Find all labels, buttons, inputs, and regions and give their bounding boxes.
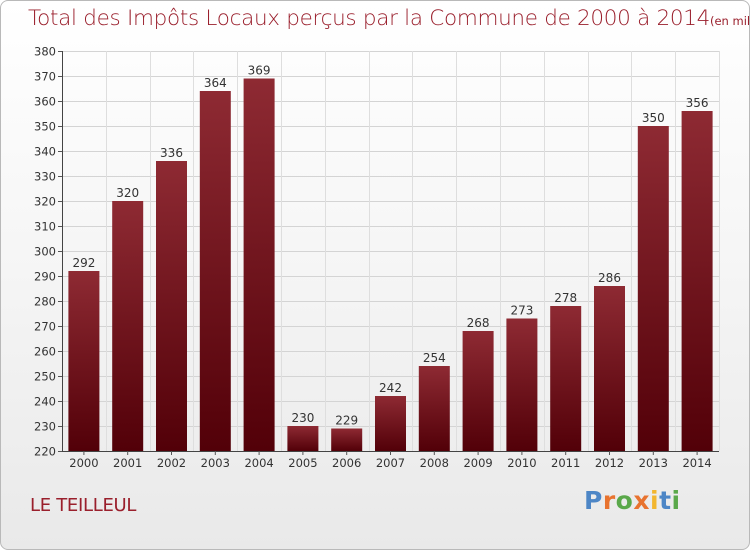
bar-2012 [594,286,625,451]
data-label: 229 [335,414,358,428]
data-label: 286 [598,271,621,285]
logo-letter: i [671,486,681,515]
bar-2004 [243,78,275,451]
bar-2005 [287,426,319,451]
title-unit: (en milliers d'€) [710,14,750,28]
y-tick-label: 310 [34,220,56,234]
x-tick-label: 2009 [463,456,492,470]
logo-letter: P [584,486,603,515]
data-label: 254 [423,351,446,365]
data-label: 273 [510,304,533,318]
y-tick-label: 330 [34,170,56,184]
bar-2010 [506,318,538,451]
chart-title: Total des Impôts Locaux perçus par la Co… [28,6,750,31]
y-tick-labels: 220 230 240 250 260 270 280 290 300 310 320 330 340 3… [34,45,56,459]
logo-letter: r [602,486,616,515]
y-tick-label: 250 [34,370,56,384]
data-label: 230 [291,411,314,425]
y-tick-label: 220 [34,445,56,459]
bar-2002 [156,161,187,451]
data-label: 356 [686,96,709,110]
x-tick-label: 2002 [157,456,186,470]
x-tick-label: 2000 [69,456,98,470]
x-tick-label: 2010 [507,456,536,470]
title-text: Total des Impôts Locaux perçus par la Co… [28,6,710,31]
commune-name: LE TEILLEUL [30,495,137,516]
bar-2011 [550,306,582,451]
bar-2009 [462,331,494,451]
x-tick-label: 2004 [244,456,273,470]
bars [68,78,713,451]
data-label: 350 [642,111,665,125]
x-tick-label: 2001 [113,456,142,470]
y-tick-label: 300 [34,245,56,259]
x-tick-label: 2007 [376,456,405,470]
y-tick-label: 360 [34,95,56,109]
data-label: 292 [72,256,95,270]
y-tick-label: 240 [34,395,56,409]
x-tick-label: 2003 [201,456,230,470]
logo-letter: x [633,486,650,515]
data-label: 364 [204,76,227,90]
logo-letter: i [650,486,660,515]
y-tick-label: 290 [34,270,56,284]
x-tick-label: 2008 [420,456,449,470]
x-tick-label: 2005 [288,456,317,470]
x-tick-label: 2012 [595,456,624,470]
data-label: 268 [467,316,490,330]
data-label: 242 [379,381,402,395]
data-label: 369 [248,64,271,78]
bar-2014 [681,111,713,451]
bar-2001 [112,201,144,451]
logo-letter: o [615,486,634,515]
bar-2003 [199,91,231,451]
data-label: 336 [160,146,183,160]
x-tick-label: 2011 [551,456,580,470]
y-tick-label: 260 [34,345,56,359]
y-tick-label: 350 [34,120,56,134]
x-tick-label: 2006 [332,456,361,470]
axes [58,51,719,455]
data-labels: 292 320 336 364 369 230 229 242 254 268 273 278 286 3… [72,64,708,428]
logo-letter: t [659,486,672,515]
y-tick-label: 280 [34,295,56,309]
y-tick-label: 320 [34,195,56,209]
bar-2006 [331,428,363,451]
data-label: 320 [116,186,139,200]
proxiti-logo: Proxiti [584,486,681,515]
y-tick-label: 340 [34,145,56,159]
bar-2013 [637,126,669,451]
x-tick-label: 2014 [682,456,711,470]
y-tick-label: 230 [34,420,56,434]
bar-2008 [418,366,450,451]
y-tick-label: 380 [34,45,56,59]
x-tick-labels: 2000 2001 2002 2003 2004 2005 2006 2007 2008 2009… [69,456,711,470]
data-label: 278 [554,291,577,305]
y-tick-label: 270 [34,320,56,334]
bar-2000 [68,271,100,451]
bar-2007 [375,396,406,451]
x-tick-label: 2013 [639,456,668,470]
y-tick-label: 370 [34,70,56,84]
